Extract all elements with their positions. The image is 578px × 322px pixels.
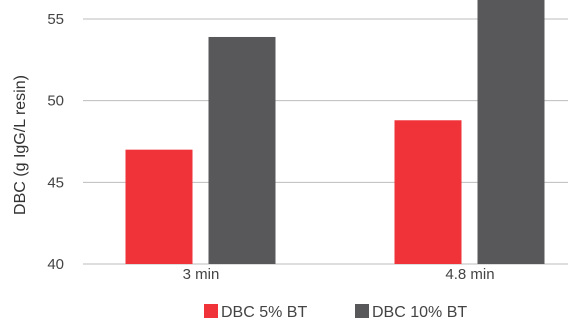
y-tick-label: 50 [47, 93, 64, 110]
bar [477, 0, 545, 264]
y-tick-label: 45 [47, 174, 64, 191]
bar [208, 36, 276, 264]
x-tick-label: 4.8 min [445, 266, 494, 283]
legend-swatch [355, 304, 369, 318]
bar [394, 120, 462, 265]
legend-item: DBC 10% BT [355, 304, 467, 321]
bar [125, 149, 193, 264]
y-axis-title: DBC (g IgG/L resin) [12, 75, 29, 215]
legend-swatch [204, 304, 218, 318]
x-tick-labels: 3 min 4.8 min [183, 266, 495, 283]
legend-item: DBC 5% BT [204, 304, 307, 321]
y-tick-labels: 40 45 50 55 [47, 11, 64, 273]
bars [125, 0, 545, 265]
legend: DBC 5% BT DBC 10% BT [204, 304, 467, 321]
legend-label: DBC 10% BT [372, 304, 467, 321]
x-tick-label: 3 min [183, 266, 220, 283]
legend-label: DBC 5% BT [221, 304, 307, 321]
y-tick-label: 40 [47, 256, 64, 273]
y-tick-label: 55 [47, 11, 64, 28]
